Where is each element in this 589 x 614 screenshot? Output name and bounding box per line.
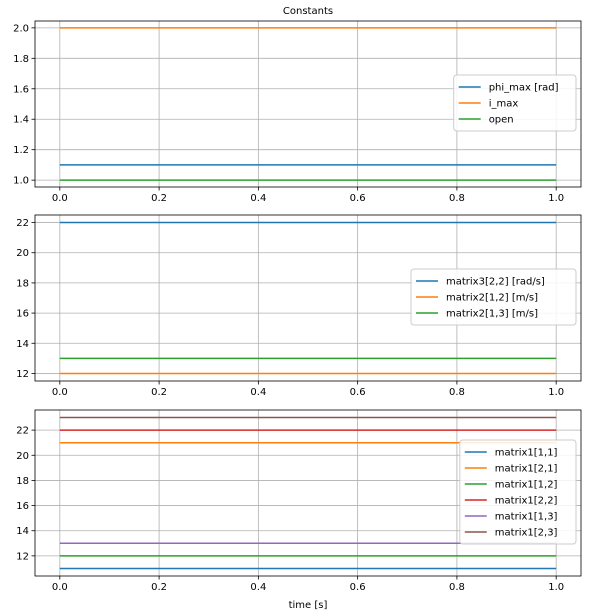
legend-label: matrix1[1,3] (495, 512, 558, 523)
x-tick-label: 0.8 (449, 193, 465, 204)
y-tick-label: 12 (16, 369, 29, 380)
y-tick-label: 20 (16, 248, 29, 259)
figure-title: Constants (283, 6, 333, 17)
subplot-1: 0.0 0.2 0.4 0.6 0.8 1.0 1.0 1.2 1.4 1.6 1.8 2.0 phi_… (13, 20, 582, 204)
legend-label: phi_max [rad] (489, 83, 559, 94)
x-axis-label: time [s] (289, 600, 328, 611)
y-tick-label: 1.4 (13, 115, 29, 126)
y-tick-label: 1.8 (13, 54, 29, 65)
x-tick-label: 0.2 (151, 193, 167, 204)
subplot-2: 0.0 0.2 0.4 0.6 0.8 1.0 12 14 16 18 20 22 matrix3[2,… (16, 214, 582, 398)
y-tick-label: 12 (16, 551, 29, 562)
legend-label: matrix1[1,2] (495, 480, 558, 491)
y-tick-label: 1.6 (13, 84, 29, 95)
axes-frame (34, 20, 582, 188)
legend: matrix1[1,1] matrix1[2,1] matrix1[1,2] matr… (459, 439, 577, 545)
x-tick-label: 0.6 (350, 193, 366, 204)
x-tick-label: 0.4 (250, 582, 266, 593)
y-tick-label: 20 (16, 451, 29, 462)
y-tick-label: 18 (16, 476, 29, 487)
legend-label: i_max (489, 99, 519, 110)
axes-frame (34, 214, 582, 382)
y-tick-label: 14 (16, 526, 29, 537)
y-tick-label: 14 (16, 339, 29, 350)
x-tick-label: 0.8 (449, 582, 465, 593)
legend-box (453, 74, 577, 132)
y-tick-label: 2.0 (13, 23, 29, 34)
y-tick-label: 16 (16, 501, 29, 512)
x-tick-label: 0.6 (350, 582, 366, 593)
x-tick-label: 0.2 (151, 582, 167, 593)
y-tick-label: 16 (16, 309, 29, 320)
y-tick-label: 22 (16, 218, 29, 229)
legend-label: open (489, 115, 514, 126)
x-tick-label: 0.6 (350, 387, 366, 398)
legend-label: matrix1[1,1] (495, 448, 558, 459)
legend-label: matrix1[2,2] (495, 496, 558, 507)
legend-label: matrix2[1,3] [m/s] (446, 309, 538, 320)
legend-box (459, 439, 577, 545)
x-tick-label: 0.4 (250, 387, 266, 398)
x-tick-label: 0.8 (449, 387, 465, 398)
y-tick-label: 1.2 (13, 145, 29, 156)
x-tick-label: 0.4 (250, 193, 266, 204)
x-tick-label: 1.0 (548, 193, 564, 204)
x-tick-label: 0.0 (52, 582, 68, 593)
legend-label: matrix1[2,1] (495, 464, 558, 475)
axes-frame (34, 409, 582, 577)
legend-label: matrix3[2,2] [rad/s] (446, 277, 545, 288)
legend-label: matrix1[2,3] (495, 528, 558, 539)
x-tick-label: 1.0 (548, 582, 564, 593)
x-tick-label: 0.0 (52, 193, 68, 204)
x-tick-label: 0.0 (52, 387, 68, 398)
legend: matrix3[2,2] [rad/s] matrix2[1,2] [m/s] ma… (410, 268, 577, 326)
subplot-3: 0.0 0.2 0.4 0.6 0.8 1.0 12 14 16 18 20 22 matrix1[1,… (16, 409, 582, 593)
legend-box (410, 268, 577, 326)
y-tick-label: 22 (16, 426, 29, 437)
y-tick-label: 18 (16, 278, 29, 289)
x-tick-label: 0.2 (151, 387, 167, 398)
y-tick-label: 1.0 (13, 176, 29, 187)
legend-label: matrix2[1,2] [m/s] (446, 293, 538, 304)
x-tick-label: 1.0 (548, 387, 564, 398)
